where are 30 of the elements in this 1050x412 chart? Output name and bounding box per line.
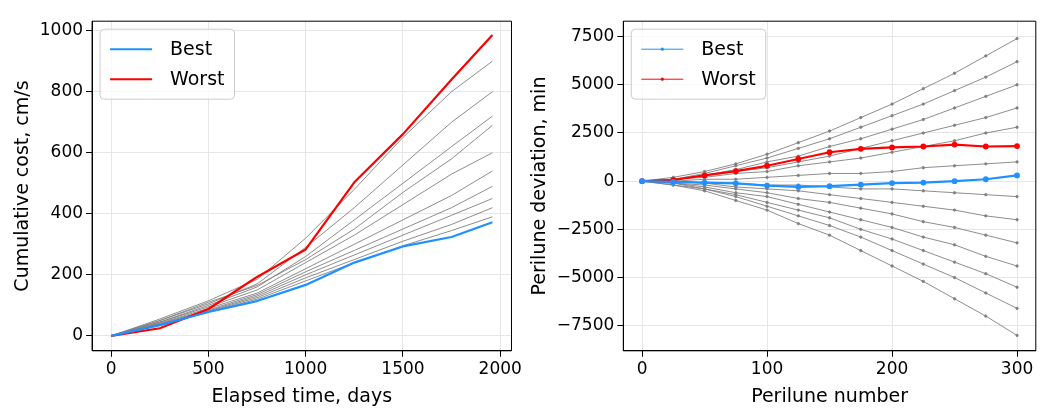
y-tick-label: 1000 xyxy=(39,19,84,40)
x-tick-label: 1000 xyxy=(284,358,328,379)
y-axis-title: Perilune deviation, min xyxy=(527,76,550,296)
y-tick-label: 0 xyxy=(603,169,615,190)
y-tick-label: 0 xyxy=(72,324,84,345)
x-tick-label: 0 xyxy=(636,358,648,379)
y-tick-label: 200 xyxy=(50,263,84,284)
x-tick-label: 0 xyxy=(105,358,117,379)
legend-label: Worst xyxy=(701,67,756,90)
y-tick-label: 7500 xyxy=(571,25,615,46)
y-tick-label: 2500 xyxy=(571,121,615,142)
legend-label: Best xyxy=(701,37,744,60)
y-tick-label: 600 xyxy=(50,141,84,162)
legend-label: Worst xyxy=(170,67,225,90)
y-axis-title: Cumulative cost, cm/s xyxy=(10,80,33,292)
x-axis-title: Elapsed time, days xyxy=(211,383,393,406)
y-tick-label: −7500 xyxy=(556,314,615,335)
legend-label: Best xyxy=(170,37,213,60)
y-tick-label: 5000 xyxy=(571,73,615,94)
y-tick-label: −2500 xyxy=(556,217,615,238)
x-tick-label: 100 xyxy=(750,358,784,379)
x-tick-label: 1500 xyxy=(381,358,425,379)
x-tick-label: 500 xyxy=(192,358,225,379)
y-tick-label: 400 xyxy=(50,202,84,223)
x-tick-label: 200 xyxy=(875,358,909,379)
x-tick-label: 300 xyxy=(1000,358,1034,379)
y-tick-label: −5000 xyxy=(556,265,615,286)
x-axis-title: Perilune number xyxy=(751,383,909,406)
x-tick-label: 2000 xyxy=(478,358,522,379)
y-tick-label: 800 xyxy=(50,80,84,101)
